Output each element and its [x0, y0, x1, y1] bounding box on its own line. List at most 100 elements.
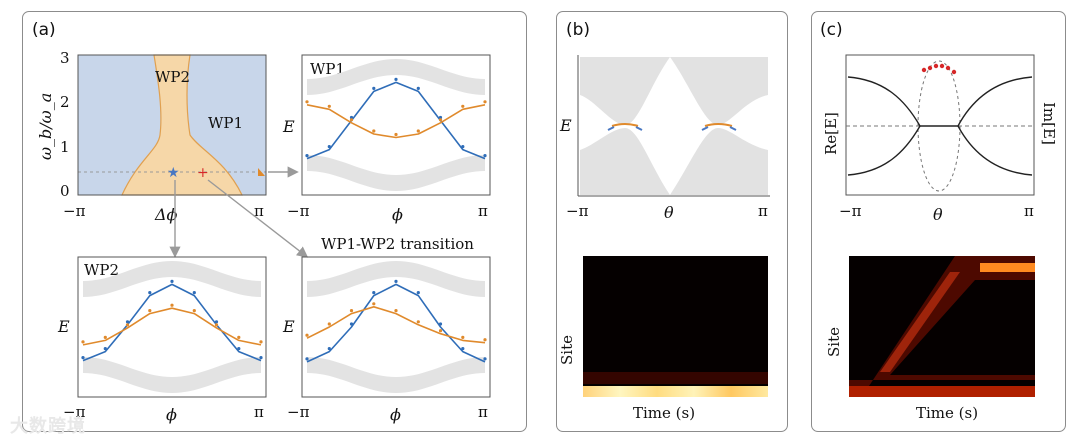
b-heatmap-xlabel: Time (s) [633, 404, 695, 422]
band-point [148, 291, 152, 295]
band-series-2 [82, 307, 262, 346]
band-point [438, 322, 443, 326]
panel-c-label: (c) [820, 20, 843, 40]
c-spectrum: Re[E] Im[E] −π π θ [822, 54, 1058, 224]
band-point [170, 279, 174, 283]
band-point [349, 118, 354, 122]
c-heatmap-xlabel: Time (s) [916, 404, 978, 422]
c-curve-lower [847, 125, 1033, 176]
wp2-ylabel: E [57, 317, 70, 336]
band-point [372, 129, 376, 133]
band-point [305, 100, 309, 104]
c-curve-upper [847, 76, 1033, 127]
bulk-band-upper [83, 261, 261, 297]
band-point [394, 309, 398, 313]
label-wp1: WP1 [208, 114, 243, 132]
band-point [349, 309, 354, 313]
c-xlabel: θ [933, 205, 943, 224]
wp2-frame [77, 256, 267, 398]
plus-marker: + [197, 165, 209, 181]
band-point [327, 347, 331, 351]
b-xtick-neg: −π [566, 202, 589, 220]
wp2-xlabel: ϕ [166, 405, 177, 424]
phase-xlabel: Δϕ [154, 205, 178, 224]
band-point [214, 323, 219, 327]
band-point [305, 154, 309, 158]
wp1-ylabel: E [282, 117, 295, 136]
band-point [259, 340, 263, 344]
phase-diagram: WP2 WP1 3 2 1 0 −π π Δϕ ω_b/ω_a ★ + [36, 49, 267, 224]
band-point [461, 335, 465, 339]
b-edge-right [704, 123, 733, 127]
c-heatmap-bottom [849, 386, 1035, 397]
bulk-band-lower [307, 357, 485, 393]
band-point [461, 104, 465, 108]
band-point [349, 115, 354, 120]
band-point [416, 291, 420, 295]
band-point [214, 320, 219, 324]
c-ylabel: Re[E] [822, 112, 840, 155]
band-point [125, 320, 130, 324]
c-data-points [921, 63, 957, 75]
band-series-1 [306, 283, 486, 363]
b-heatmap-row2 [583, 372, 768, 384]
band-point [394, 77, 398, 81]
label-wp2: WP2 [155, 68, 190, 86]
triangle-marker [258, 168, 265, 176]
band-point [237, 335, 241, 339]
bulk-band-upper [307, 261, 485, 297]
panel-a-label: (a) [32, 20, 56, 40]
phase-ylabel: ω_b/ω_a [36, 93, 55, 160]
band-point [372, 291, 376, 295]
band-point [416, 129, 420, 133]
wp1-title: WP1 [310, 60, 345, 78]
band-point [170, 303, 174, 307]
c-xtick-pos: π [1024, 202, 1034, 220]
band-point [438, 118, 443, 122]
b-edge-left [611, 123, 639, 127]
b-heatmap-ylabel: Site [558, 335, 576, 365]
bulk-band-upper [307, 59, 485, 95]
band-point [125, 323, 130, 327]
wp1-xlabel: ϕ [392, 205, 403, 224]
band-point [438, 115, 443, 120]
b-spectrum: E −π π θ [559, 55, 770, 222]
band-point [372, 302, 376, 306]
wp2-xtick-neg: −π [63, 403, 86, 421]
band-point [237, 347, 241, 351]
band-point [483, 338, 487, 342]
band-point [192, 291, 196, 295]
transition-frame [301, 256, 491, 398]
band-point [259, 356, 263, 360]
wp1-xtick-pos: π [478, 202, 488, 220]
c-heatmap: Site Time (s) [825, 256, 1035, 422]
arrows [169, 166, 309, 258]
ytick-1: 1 [60, 138, 70, 156]
transition-ylabel: E [282, 317, 295, 336]
band-point [438, 329, 443, 333]
b-bulk-band-upper [580, 57, 768, 125]
band-point [416, 320, 420, 324]
wp1-frame [301, 54, 491, 196]
band-point [305, 357, 309, 361]
transition-title: WP1-WP2 transition [321, 235, 474, 253]
band-point [394, 279, 398, 283]
band-point [327, 145, 331, 149]
b-ylabel: E [559, 116, 572, 135]
band-point [305, 333, 309, 337]
xtick-pi: π [254, 202, 264, 220]
b-edge-blue [607, 126, 737, 131]
c-dashed-ellipse [917, 60, 961, 192]
band-point [103, 335, 107, 339]
c-heatmap-streak [880, 272, 960, 372]
wp1-xtick-neg: −π [287, 202, 310, 220]
band-series-2 [306, 104, 486, 139]
xtick-neg-pi: −π [63, 202, 86, 220]
b-bulk-band-lower [580, 128, 768, 195]
phase-frame [77, 54, 267, 196]
band-point [81, 356, 85, 360]
band-point [483, 100, 487, 104]
b-heatmap: Site Time (s) [558, 256, 768, 422]
band-series-1 [82, 283, 262, 362]
